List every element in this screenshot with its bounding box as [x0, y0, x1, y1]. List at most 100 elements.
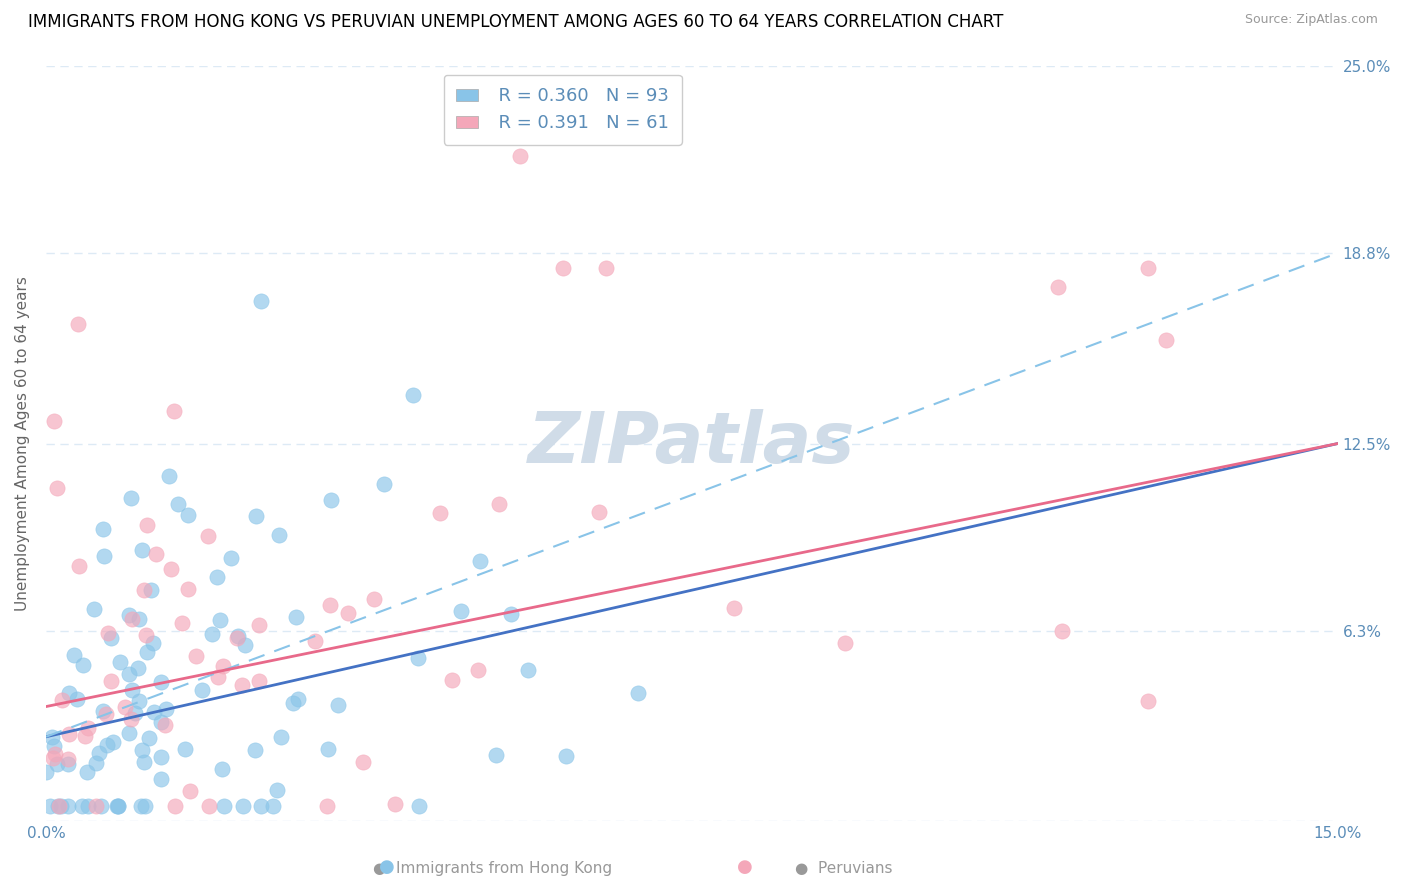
Point — [149, 772, 172, 786]
Point — [191, 682, 214, 697]
Point — [63, 648, 86, 663]
Point — [138, 731, 160, 745]
Point — [48, 799, 70, 814]
Text: Source: ZipAtlas.com: Source: ZipAtlas.com — [1244, 13, 1378, 27]
Point — [626, 686, 648, 700]
Point — [110, 655, 132, 669]
Point — [132, 756, 155, 770]
Point — [114, 700, 136, 714]
Point — [1047, 279, 1070, 293]
Point — [232, 799, 254, 814]
Point — [87, 746, 110, 760]
Point — [129, 799, 152, 814]
Point — [66, 317, 89, 331]
Point — [44, 739, 66, 754]
Point — [499, 607, 522, 621]
Point — [149, 750, 172, 764]
Point — [41, 730, 63, 744]
Point — [150, 714, 173, 729]
Point — [135, 628, 157, 642]
Point — [131, 542, 153, 557]
Point — [134, 799, 156, 814]
Point — [177, 508, 200, 522]
Point — [155, 702, 177, 716]
Point — [91, 522, 114, 536]
Point — [46, 481, 69, 495]
Point — [207, 670, 229, 684]
Point — [44, 747, 66, 761]
Point — [834, 636, 856, 650]
Point — [160, 562, 183, 576]
Point — [96, 625, 118, 640]
Point — [131, 742, 153, 756]
Point — [90, 799, 112, 814]
Legend:   R = 0.360   N = 93,   R = 0.391   N = 61: R = 0.360 N = 93, R = 0.391 N = 61 — [444, 75, 682, 145]
Point — [219, 550, 242, 565]
Point — [127, 661, 149, 675]
Point — [58, 727, 80, 741]
Point — [266, 783, 288, 797]
Point — [166, 497, 188, 511]
Point — [100, 673, 122, 688]
Point — [86, 799, 108, 814]
Point — [554, 749, 576, 764]
Point — [245, 509, 267, 524]
Point — [41, 751, 63, 765]
Point — [211, 659, 233, 673]
Point — [384, 797, 406, 811]
Point — [287, 692, 309, 706]
Point — [250, 799, 273, 814]
Point — [353, 755, 375, 769]
Point — [406, 650, 429, 665]
Point — [517, 663, 540, 677]
Point — [201, 627, 224, 641]
Point — [118, 726, 141, 740]
Point — [468, 553, 491, 567]
Point — [247, 617, 270, 632]
Point — [163, 404, 186, 418]
Point — [105, 799, 128, 814]
Point — [75, 729, 97, 743]
Point — [45, 757, 67, 772]
Point — [84, 756, 107, 771]
Text: IMMIGRANTS FROM HONG KONG VS PERUVIAN UNEMPLOYMENT AMONG AGES 60 TO 64 YEARS COR: IMMIGRANTS FROM HONG KONG VS PERUVIAN UN… — [28, 13, 1004, 31]
Point — [197, 529, 219, 543]
Point — [408, 799, 430, 814]
Point — [58, 686, 80, 700]
Point — [142, 706, 165, 720]
Point — [172, 615, 194, 630]
Point — [96, 738, 118, 752]
Point — [429, 506, 451, 520]
Point — [121, 683, 143, 698]
Point — [318, 598, 340, 612]
Point — [70, 799, 93, 814]
Point — [262, 799, 284, 814]
Point — [174, 742, 197, 756]
Point — [304, 633, 326, 648]
Point — [551, 261, 574, 276]
Point — [336, 606, 359, 620]
Point — [226, 629, 249, 643]
Point — [1137, 693, 1160, 707]
Y-axis label: Unemployment Among Ages 60 to 64 years: Unemployment Among Ages 60 to 64 years — [15, 277, 30, 611]
Point — [212, 799, 235, 814]
Point — [139, 582, 162, 597]
Text: ●: ● — [378, 858, 395, 876]
Point — [1050, 624, 1073, 638]
Point — [56, 757, 79, 772]
Point — [117, 667, 139, 681]
Point — [247, 673, 270, 688]
Point — [225, 631, 247, 645]
Point — [402, 388, 425, 402]
Point — [100, 631, 122, 645]
Point — [76, 799, 98, 814]
Point — [66, 691, 89, 706]
Point — [118, 608, 141, 623]
Text: ●  Peruvians: ● Peruvians — [794, 861, 893, 876]
Point — [450, 604, 472, 618]
Point — [184, 648, 207, 663]
Point — [588, 505, 610, 519]
Text: ●  Immigrants from Hong Kong: ● Immigrants from Hong Kong — [373, 861, 612, 876]
Point — [72, 657, 94, 672]
Point — [67, 558, 90, 573]
